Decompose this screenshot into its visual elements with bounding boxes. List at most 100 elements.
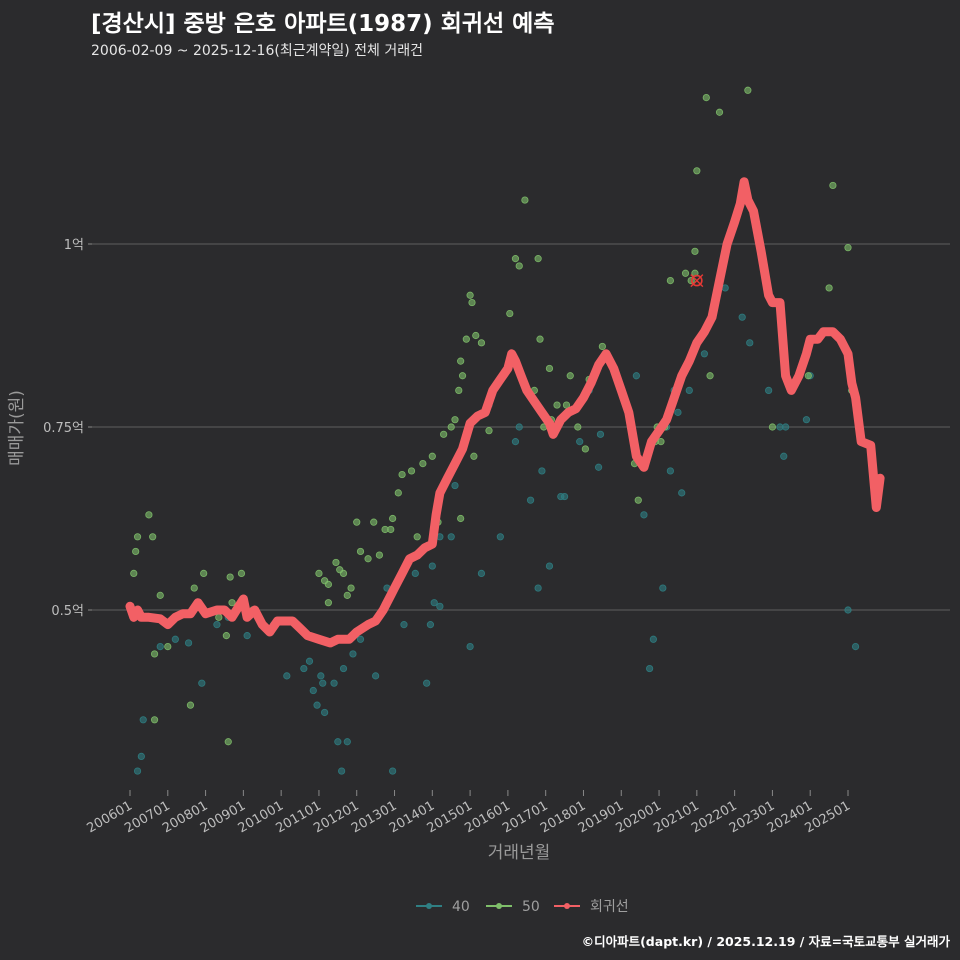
- data-point-50: [451, 416, 459, 424]
- data-point-50: [468, 298, 476, 307]
- legend-marker-50: [496, 903, 502, 909]
- data-point-50: [228, 599, 236, 607]
- data-point-40: [133, 767, 142, 775]
- data-point-40: [243, 632, 251, 640]
- data-point-50: [324, 599, 332, 607]
- data-point-40: [780, 452, 788, 460]
- data-point-40: [802, 416, 811, 424]
- data-point-40: [198, 679, 206, 687]
- data-point-50: [706, 372, 714, 380]
- data-point-40: [466, 642, 474, 651]
- data-point-40: [343, 738, 351, 746]
- data-point-50: [186, 701, 195, 709]
- data-point-50: [534, 255, 542, 263]
- data-point-50: [149, 533, 157, 541]
- regression-line-group: [125, 177, 885, 648]
- data-point-40: [678, 489, 686, 497]
- data-point-40: [300, 664, 308, 673]
- data-point-50: [394, 489, 402, 497]
- data-point-50: [343, 591, 351, 599]
- data-point-40: [765, 386, 773, 394]
- data-point-40: [738, 313, 746, 321]
- data-point-40: [594, 463, 603, 471]
- data-point-40: [426, 621, 435, 629]
- data-point-50: [562, 401, 571, 409]
- footer-credit: ©디아파트(dapt.kr) / 2025.12.19 / 자료=국토교통부 실…: [581, 934, 950, 949]
- data-point-50: [353, 518, 361, 526]
- data-point-40: [372, 672, 380, 680]
- data-point-50: [553, 401, 561, 409]
- data-point-50: [332, 558, 340, 567]
- y-axis-title: 매매가(원): [7, 390, 27, 466]
- data-point-40: [545, 562, 554, 570]
- data-point-40: [560, 492, 569, 501]
- data-point-50: [768, 423, 777, 431]
- data-point-40: [400, 621, 408, 629]
- data-point-40: [283, 672, 291, 680]
- data-point-40: [317, 672, 325, 680]
- y-axis-ticks: 0.5억 0.75억 1억: [43, 238, 84, 619]
- data-point-40: [339, 664, 348, 673]
- data-point-40: [844, 606, 852, 614]
- data-point-40: [423, 679, 431, 687]
- data-point-40: [389, 767, 397, 775]
- data-point-50: [457, 514, 465, 523]
- data-point-40: [213, 621, 221, 629]
- data-point-40: [338, 767, 346, 775]
- x-axis-title: 거래년월: [488, 843, 551, 863]
- data-point-50: [315, 569, 323, 578]
- data-point-50: [132, 547, 140, 556]
- data-point-40: [649, 635, 657, 643]
- data-point-50: [164, 642, 172, 651]
- data-point-40: [640, 511, 648, 519]
- data-point-40: [139, 716, 147, 724]
- data-point-40: [515, 423, 523, 431]
- data-point-40: [451, 481, 459, 490]
- data-point-50: [375, 551, 384, 559]
- highlight-cross: [690, 274, 704, 288]
- data-point-50: [130, 569, 138, 578]
- data-point-50: [370, 518, 378, 526]
- data-point-50: [462, 335, 470, 343]
- data-point-40: [309, 686, 317, 695]
- data-point-50: [356, 547, 365, 556]
- data-point-40: [746, 339, 754, 347]
- data-point-50: [455, 386, 463, 394]
- data-point-40: [700, 350, 709, 358]
- data-point-50: [447, 423, 455, 431]
- legend-marker-회귀선: [564, 903, 570, 909]
- data-point-40: [319, 679, 327, 687]
- data-point-50: [398, 470, 406, 479]
- data-point-50: [506, 309, 514, 318]
- data-point-50: [407, 467, 416, 475]
- data-point-40: [334, 738, 342, 746]
- data-point-50: [150, 650, 159, 658]
- data-point-50: [657, 438, 665, 446]
- data-point-50: [145, 511, 153, 519]
- data-point-50: [156, 591, 164, 599]
- data-point-40: [632, 372, 640, 380]
- data-point-40: [659, 584, 667, 592]
- data-point-50: [200, 569, 208, 578]
- data-point-50: [237, 569, 246, 578]
- data-point-40: [313, 701, 321, 709]
- data-point-40: [534, 584, 542, 592]
- data-point-50: [150, 716, 159, 724]
- data-point-40: [646, 664, 654, 673]
- data-point-40: [496, 533, 504, 541]
- data-point-50: [419, 459, 427, 468]
- data-point-40: [184, 639, 193, 647]
- data-point-40: [305, 657, 314, 665]
- data-point-50: [222, 632, 230, 640]
- data-point-50: [477, 339, 486, 347]
- data-point-50: [472, 331, 480, 340]
- legend-label-50: 50: [522, 899, 540, 915]
- data-point-50: [324, 580, 332, 588]
- data-point-50: [581, 445, 589, 453]
- data-point-40: [436, 602, 444, 610]
- data-point-40: [511, 438, 520, 446]
- data-point-40: [782, 423, 790, 431]
- data-point-40: [171, 635, 179, 643]
- data-point-50: [190, 584, 198, 592]
- data-point-50: [215, 613, 223, 621]
